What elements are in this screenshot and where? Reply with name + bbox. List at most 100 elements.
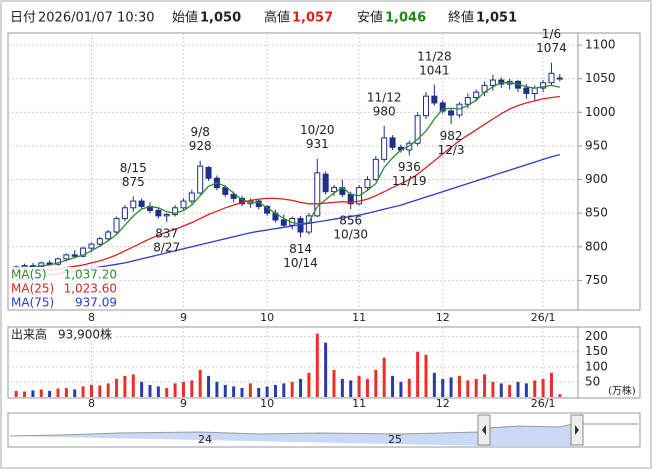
volume-last: 93,900株: [58, 327, 112, 342]
open-label: 始値: [172, 10, 198, 26]
date: 2026/01/07 10:30: [38, 11, 155, 26]
volume-bar: [558, 394, 562, 397]
volume-unit: (万株): [608, 384, 636, 397]
legend-box: [9, 267, 119, 309]
volume-bar: [273, 384, 277, 397]
candle-body: [548, 72, 555, 84]
y-tick-label: 100: [585, 359, 608, 373]
x-tick-label: 10: [260, 311, 274, 324]
annotation-value: 814: [289, 242, 312, 256]
candle-body: [322, 173, 329, 193]
annotation-value: 931: [306, 137, 329, 151]
legend-value: 937.09: [75, 296, 117, 310]
volume-bar: [39, 389, 43, 397]
volume-bar: [349, 380, 353, 397]
y-tick-label: 1100: [585, 38, 616, 52]
volume-bar: [290, 381, 294, 397]
y-tick-label: 750: [585, 273, 608, 287]
volume-bar: [48, 390, 52, 397]
volume-bar: [533, 380, 537, 397]
handle-arrow: [482, 425, 486, 435]
volume-bar: [240, 387, 244, 397]
volume-bar: [457, 375, 461, 397]
volume-bar: [541, 378, 545, 397]
volume-bar: [424, 354, 428, 397]
volume-bar: [165, 387, 169, 397]
volume-bar: [516, 381, 520, 397]
legend-value: 1,037.20: [64, 268, 117, 282]
volume-bar: [315, 333, 319, 397]
annotation-date: 1/6: [542, 27, 561, 41]
volume-bar: [332, 369, 336, 397]
volume-bar: [491, 381, 495, 397]
candle-body: [96, 238, 103, 245]
legend-name: MA(75): [11, 296, 54, 310]
x-tick-label: 8: [88, 311, 95, 324]
annotation-date: 10/20: [300, 123, 335, 137]
volume-bar: [56, 388, 60, 397]
legend-name: MA(5): [11, 268, 47, 282]
volume-bar: [115, 378, 119, 397]
volume-bar: [131, 374, 135, 397]
candle-body: [280, 219, 287, 226]
x-tick-label: 9: [180, 397, 187, 410]
volume-title: 出来高: [11, 327, 47, 342]
volume-bar: [156, 386, 160, 397]
legend-box: [9, 328, 115, 342]
annotation-date: 10/30: [333, 228, 368, 242]
volume-bar: [232, 386, 236, 397]
low: 1,046: [385, 11, 426, 26]
candle-body: [314, 172, 321, 217]
volume-bar: [106, 383, 110, 397]
x-tick-label: 12: [436, 397, 450, 410]
high-label: 高値: [264, 10, 290, 26]
volume-bar: [374, 369, 378, 397]
annotation-date: 8/27: [153, 240, 180, 254]
ma-line: [16, 153, 560, 282]
volume-bar: [73, 389, 77, 397]
y-tick-label: 50: [585, 374, 600, 388]
navigator-label: 24: [198, 433, 212, 446]
volume-bar: [299, 378, 303, 397]
annotation-value: 837: [155, 226, 178, 240]
annotation-date: 11/19: [392, 174, 427, 188]
x-tick-label: 10: [260, 397, 274, 410]
volume-bar: [483, 374, 487, 397]
volume-bar: [508, 384, 512, 397]
volume-bar: [14, 390, 18, 397]
annotation-date: 12/3: [438, 143, 465, 157]
candle-body: [439, 102, 446, 112]
candle-body: [372, 158, 379, 181]
high: 1,057: [292, 11, 333, 26]
volume-bar: [399, 381, 403, 397]
x-tick-label: 26/1: [531, 311, 556, 324]
annotation-value: 856: [339, 214, 362, 228]
annotation-value: 980: [373, 104, 396, 118]
open: 1,050: [200, 11, 241, 26]
volume-bar: [64, 387, 68, 397]
x-tick-label: 8: [88, 397, 95, 410]
legend-name: MA(25): [11, 282, 54, 296]
annotation-date: 9/8: [191, 125, 210, 139]
date-label: 日付: [10, 11, 36, 26]
candle-body: [163, 214, 170, 217]
handle-arrow: [575, 425, 579, 435]
volume-bar: [215, 381, 219, 397]
candle-body: [448, 110, 455, 116]
candle-body: [364, 179, 371, 189]
volume-bar: [307, 372, 311, 397]
y-tick-label: 150: [585, 344, 608, 358]
y-tick-label: 800: [585, 239, 608, 253]
ma-line: [16, 82, 560, 269]
candle-body: [540, 82, 547, 89]
x-tick-label: 11: [352, 311, 366, 324]
candle-body: [556, 77, 563, 80]
candle-body: [381, 137, 388, 160]
candle-body: [197, 165, 204, 194]
volume-bar: [181, 381, 185, 397]
close-label: 終値: [448, 10, 474, 26]
volume-bar: [265, 386, 269, 397]
volume-bar: [382, 357, 386, 397]
candle-body: [63, 254, 70, 260]
